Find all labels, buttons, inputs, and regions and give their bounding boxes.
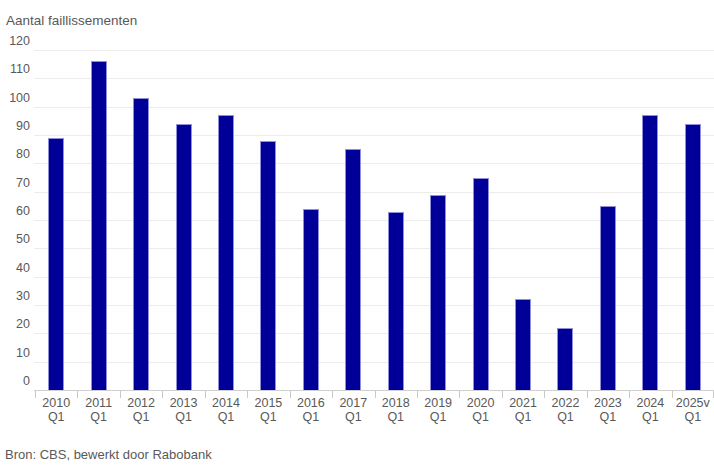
bar xyxy=(473,178,489,391)
y-tick-label: 10 xyxy=(0,346,30,360)
x-tick-label-line: Q1 xyxy=(629,410,671,424)
x-tick-label-line: 2022 xyxy=(544,396,586,410)
x-tick-label: 2012Q1 xyxy=(120,396,162,424)
x-tick-label: 2011Q1 xyxy=(77,396,119,424)
x-tick-label-line: Q1 xyxy=(332,410,374,424)
bar xyxy=(388,212,404,391)
x-tick-label-line: Q1 xyxy=(162,410,204,424)
x-tick-label: 2020Q1 xyxy=(459,396,501,424)
x-tick-label-line: Q1 xyxy=(290,410,332,424)
x-tick-label-line: Q1 xyxy=(120,410,162,424)
gridline xyxy=(34,50,714,51)
x-tick-label-line: 2015 xyxy=(247,396,289,410)
x-tick-label-line: 2012 xyxy=(120,396,162,410)
x-tick-label-line: Q1 xyxy=(35,410,77,424)
x-tick-label-line: 2021 xyxy=(502,396,544,410)
x-tick-label-line: Q1 xyxy=(544,410,586,424)
bar xyxy=(91,61,107,390)
bar xyxy=(600,206,616,390)
y-tick-label: 20 xyxy=(0,317,30,331)
y-tick-label: 30 xyxy=(0,289,30,303)
bar xyxy=(218,115,234,390)
bar xyxy=(430,195,446,391)
bar xyxy=(515,299,531,390)
x-tick-label: 2025vQ1 xyxy=(672,396,714,424)
x-tick-label-line: 2024 xyxy=(629,396,671,410)
x-tick-label-line: 2010 xyxy=(35,396,77,410)
y-tick-label: 70 xyxy=(0,176,30,190)
x-tick-label-line: Q1 xyxy=(502,410,544,424)
x-tick-label-line: Q1 xyxy=(375,410,417,424)
y-tick-label: 40 xyxy=(0,261,30,275)
y-tick-label: 0 xyxy=(0,374,30,388)
bar xyxy=(557,328,573,390)
y-tick-label: 100 xyxy=(0,91,30,105)
bar xyxy=(176,124,192,390)
x-tick-label: 2015Q1 xyxy=(247,396,289,424)
x-tick-label: 2022Q1 xyxy=(544,396,586,424)
x-tick-label-line: 2011 xyxy=(77,396,119,410)
bar xyxy=(260,141,276,390)
bar xyxy=(685,124,701,390)
x-tick-label-line: 2019 xyxy=(417,396,459,410)
x-tick-label-line: 2016 xyxy=(290,396,332,410)
bankruptcies-bar-chart: Aantal faillissementen 01020304050607080… xyxy=(0,0,714,476)
x-tick-label-line: 2014 xyxy=(205,396,247,410)
bar xyxy=(48,138,64,390)
x-tick-label: 2021Q1 xyxy=(502,396,544,424)
x-tick-label: 2013Q1 xyxy=(162,396,204,424)
x-tick-label: 2017Q1 xyxy=(332,396,374,424)
x-tick-label: 2024Q1 xyxy=(629,396,671,424)
bar xyxy=(345,149,361,390)
bar xyxy=(133,98,149,390)
x-tick-label: 2023Q1 xyxy=(587,396,629,424)
y-tick-label: 60 xyxy=(0,204,30,218)
x-tick-label: 2019Q1 xyxy=(417,396,459,424)
gridline xyxy=(34,78,714,79)
x-tick-label-line: 2017 xyxy=(332,396,374,410)
x-tick-label: 2014Q1 xyxy=(205,396,247,424)
x-tick-label-line: 2018 xyxy=(375,396,417,410)
x-tick-label-line: Q1 xyxy=(459,410,501,424)
x-tick-label-line: Q1 xyxy=(417,410,459,424)
x-tick-label-line: 2013 xyxy=(162,396,204,410)
x-tick-label-line: 2023 xyxy=(587,396,629,410)
y-tick-label: 110 xyxy=(0,62,30,76)
plot-area: 01020304050607080901001101202010Q12011Q1… xyxy=(0,0,714,440)
y-tick-label: 50 xyxy=(0,232,30,246)
bar xyxy=(303,209,319,390)
x-tick-label-line: Q1 xyxy=(672,410,714,424)
source-note: Bron: CBS, bewerkt door Rabobank xyxy=(5,447,212,462)
y-tick-label: 120 xyxy=(0,34,30,48)
y-tick-label: 80 xyxy=(0,147,30,161)
x-tick-label: 2010Q1 xyxy=(35,396,77,424)
x-tick-label-line: Q1 xyxy=(587,410,629,424)
x-tick-label: 2016Q1 xyxy=(290,396,332,424)
x-tick-label-line: Q1 xyxy=(77,410,119,424)
x-tick-label-line: 2025v xyxy=(672,396,714,410)
x-tick-label-line: Q1 xyxy=(247,410,289,424)
x-tick-label-line: Q1 xyxy=(205,410,247,424)
x-tick-label-line: 2020 xyxy=(459,396,501,410)
bar xyxy=(642,115,658,390)
y-tick-label: 90 xyxy=(0,119,30,133)
x-tick-label: 2018Q1 xyxy=(375,396,417,424)
